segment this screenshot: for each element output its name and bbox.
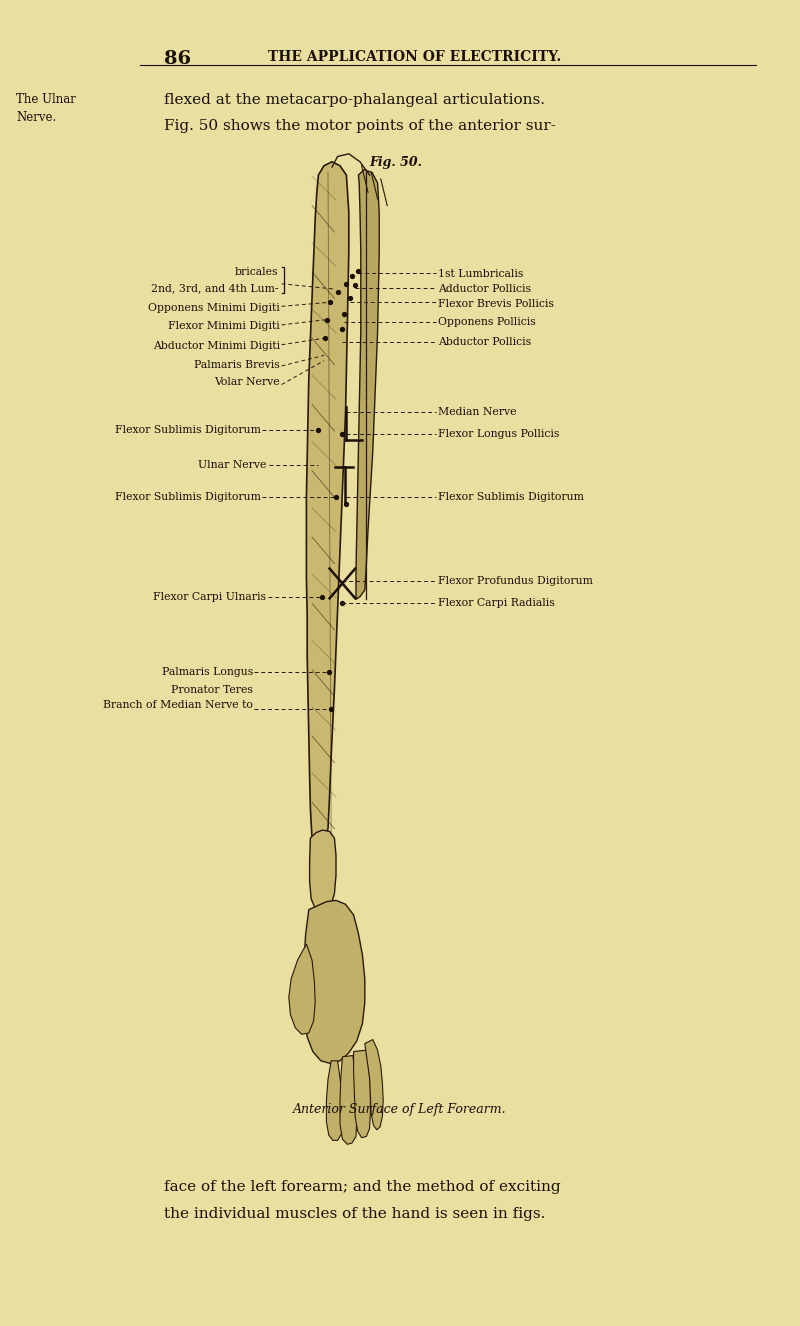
Text: Flexor Brevis Pollicis: Flexor Brevis Pollicis (438, 298, 554, 309)
Polygon shape (356, 170, 379, 599)
Text: Abductor Pollicis: Abductor Pollicis (438, 337, 531, 347)
Text: flexed at the metacarpo-phalangeal articulations.: flexed at the metacarpo-phalangeal artic… (164, 93, 545, 107)
Text: Flexor Sublimis Digitorum: Flexor Sublimis Digitorum (438, 492, 584, 503)
Text: The Ulnar: The Ulnar (16, 93, 76, 106)
Polygon shape (354, 1050, 370, 1138)
Polygon shape (303, 900, 365, 1063)
Polygon shape (310, 830, 336, 912)
Text: Flexor Minimi Digiti: Flexor Minimi Digiti (168, 321, 280, 332)
Text: bricales: bricales (235, 267, 278, 277)
Text: Fig. 50 shows the motor points of the anterior sur-: Fig. 50 shows the motor points of the an… (164, 119, 556, 134)
Polygon shape (306, 162, 349, 842)
Polygon shape (326, 1061, 343, 1140)
Text: 1st Lumbricalis: 1st Lumbricalis (438, 269, 524, 280)
Text: Flexor Sublimis Digitorum: Flexor Sublimis Digitorum (115, 492, 261, 503)
Text: Palmaris Brevis: Palmaris Brevis (194, 359, 280, 370)
Text: Palmaris Longus: Palmaris Longus (162, 667, 253, 678)
Text: the individual muscles of the hand is seen in figs.: the individual muscles of the hand is se… (164, 1207, 546, 1221)
Text: Opponens Minimi Digiti: Opponens Minimi Digiti (148, 302, 280, 313)
Text: Flexor Sublimis Digitorum: Flexor Sublimis Digitorum (115, 424, 261, 435)
Text: Median Nerve: Median Nerve (438, 407, 517, 418)
Text: Nerve.: Nerve. (16, 111, 56, 125)
Polygon shape (365, 1040, 383, 1130)
Text: Volar Nerve: Volar Nerve (214, 377, 280, 387)
Polygon shape (340, 1055, 357, 1144)
Text: Flexor Carpi Ulnaris: Flexor Carpi Ulnaris (154, 591, 266, 602)
Text: Abductor Minimi Digiti: Abductor Minimi Digiti (153, 341, 280, 351)
Text: Ulnar Nerve: Ulnar Nerve (198, 460, 266, 471)
Text: Flexor Carpi Radialis: Flexor Carpi Radialis (438, 598, 555, 609)
Text: 2nd, 3rd, and 4th Lum-: 2nd, 3rd, and 4th Lum- (151, 282, 278, 293)
Text: Branch of Median Nerve to: Branch of Median Nerve to (103, 700, 253, 711)
Text: THE APPLICATION OF ELECTRICITY.: THE APPLICATION OF ELECTRICITY. (268, 50, 562, 65)
Text: face of the left forearm; and the method of exciting: face of the left forearm; and the method… (164, 1180, 561, 1195)
Text: Anterior Surface of Left Forearm.: Anterior Surface of Left Forearm. (293, 1103, 507, 1116)
Polygon shape (289, 944, 315, 1034)
Text: Adductor Pollicis: Adductor Pollicis (438, 284, 531, 294)
Text: Flexor Longus Pollicis: Flexor Longus Pollicis (438, 428, 560, 439)
Text: Flexor Profundus Digitorum: Flexor Profundus Digitorum (438, 575, 594, 586)
Text: 86: 86 (164, 50, 191, 69)
Text: Fig. 50.: Fig. 50. (370, 156, 422, 170)
Text: Opponens Pollicis: Opponens Pollicis (438, 317, 536, 328)
Text: Pronator Teres: Pronator Teres (171, 684, 253, 695)
